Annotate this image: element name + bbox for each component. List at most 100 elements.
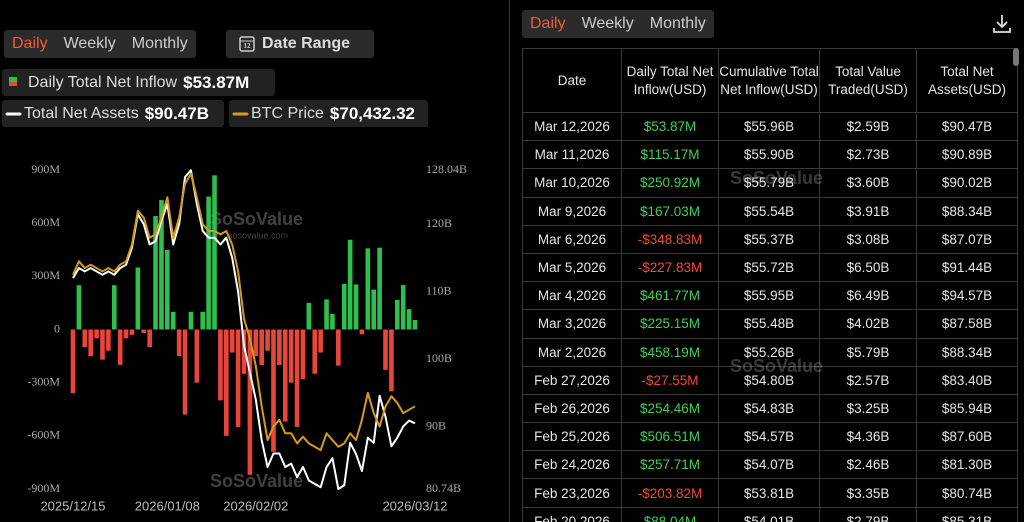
tab[interactable]: Daily bbox=[530, 15, 566, 32]
y2-tick-label: 128.04B bbox=[426, 162, 467, 176]
tab[interactable]: Monthly bbox=[131, 35, 188, 52]
table-row: Feb 26,2026 $254.46M $54.83B $3.25B $85.94B bbox=[522, 393, 1018, 424]
bar bbox=[265, 329, 270, 351]
divider bbox=[509, 0, 510, 522]
table-row: Feb 27,2026 -$27.55M $54.80B $2.57B $83.40B bbox=[522, 365, 1018, 395]
table-cell: $54.57B bbox=[718, 422, 820, 452]
bar bbox=[336, 329, 341, 366]
bar bbox=[300, 329, 306, 380]
table-row: Feb 24,2026 $257.71M $54.07B $2.46B $81.30B bbox=[522, 450, 1018, 480]
table-row: Mar 3,2026 $225.15M $55.48B $4.02B $87.58B bbox=[522, 309, 1018, 339]
bar bbox=[123, 329, 129, 339]
table-cell: $3.25B bbox=[819, 393, 917, 424]
date-range-label[interactable]: Date Range bbox=[262, 35, 351, 52]
table-cell: $55.72B bbox=[718, 252, 820, 283]
bar bbox=[117, 329, 123, 365]
table-cell: $3.91B bbox=[819, 196, 917, 226]
table-cell: Mar 2,2026 bbox=[522, 337, 622, 367]
header-cell: Total Net Assets(USD) bbox=[916, 48, 1018, 113]
table-row: Mar 4,2026 $461.77M $55.95B $6.49B $94.57B bbox=[522, 281, 1018, 311]
table-cell: $85.31B bbox=[916, 506, 1018, 522]
legend-icon bbox=[232, 112, 249, 116]
table-cell: -$27.55M bbox=[621, 365, 719, 395]
table-cell: $2.57B bbox=[819, 365, 917, 395]
bar bbox=[306, 302, 312, 330]
date-range-button[interactable]: 12 Date Range bbox=[226, 30, 374, 58]
table-cell: $254.46M bbox=[621, 393, 719, 424]
bar bbox=[371, 289, 377, 330]
bar bbox=[247, 329, 253, 475]
scrollbar[interactable] bbox=[1013, 48, 1019, 66]
bar bbox=[200, 311, 206, 330]
table-cell: $6.50B bbox=[819, 252, 917, 283]
legend-assets[interactable]: Total Net Assets $90.47B bbox=[2, 100, 224, 127]
header-cell: Daily Total Net Inflow(USD) bbox=[621, 48, 719, 113]
table-cell: Feb 27,2026 bbox=[522, 365, 622, 395]
table-cell: $115.17M bbox=[621, 140, 719, 170]
bar bbox=[412, 319, 418, 330]
tab[interactable]: Weekly bbox=[581, 15, 634, 32]
bar bbox=[141, 329, 147, 334]
bar bbox=[312, 329, 318, 374]
data-table: Date Daily Total Net Inflow(USD) Cumulativ… bbox=[522, 48, 1018, 522]
tab[interactable]: Weekly bbox=[63, 35, 116, 52]
bar bbox=[389, 329, 394, 392]
bar bbox=[176, 329, 182, 357]
table-row: Mar 12,2026 $53.87M $55.96B $2.59B $90.47B bbox=[522, 111, 1018, 142]
table-cell: $90.02B bbox=[916, 168, 1018, 198]
table-row: Feb 20,2026 $88.04M $54.01B $2.79B $85.31B bbox=[522, 506, 1018, 522]
bar bbox=[406, 309, 412, 330]
y2-tick-label: 120B bbox=[426, 216, 452, 230]
legend-btc[interactable]: BTC Price $70,432.32 bbox=[229, 100, 428, 127]
bar bbox=[347, 239, 353, 330]
legend-icon bbox=[5, 112, 22, 116]
bar bbox=[94, 329, 99, 339]
table-cell: $225.15M bbox=[621, 309, 719, 339]
table-cell: $90.47B bbox=[916, 111, 1018, 142]
table-cell: $54.83B bbox=[718, 393, 820, 424]
table-cell: Mar 11,2026 bbox=[522, 140, 622, 170]
table-cell: Feb 20,2026 bbox=[522, 506, 622, 522]
table-cell: -$348.83M bbox=[621, 224, 719, 254]
table-tabs: Daily Weekly Monthly bbox=[522, 10, 714, 38]
y-tick-label: -600M bbox=[27, 428, 60, 442]
table-cell: $458.19M bbox=[621, 337, 719, 367]
table-cell: $250.92M bbox=[621, 168, 719, 198]
table-cell: $55.48B bbox=[718, 309, 820, 339]
y2-tick-label: 80.74B bbox=[426, 481, 461, 495]
watermark: SoSoValue bbox=[210, 209, 303, 229]
bar bbox=[106, 329, 111, 351]
bar bbox=[170, 311, 176, 330]
bar bbox=[147, 329, 152, 348]
tab[interactable]: Monthly bbox=[649, 15, 706, 32]
legend-value: $53.87M bbox=[183, 72, 250, 92]
bar bbox=[212, 175, 217, 330]
table-cell: $87.07B bbox=[916, 224, 1018, 254]
table-header: Date Daily Total Net Inflow(USD) Cumulativ… bbox=[522, 48, 1018, 113]
tab[interactable]: Daily bbox=[12, 35, 48, 52]
table-cell: $54.80B bbox=[718, 365, 820, 395]
table-cell: $54.07B bbox=[718, 450, 820, 480]
bar bbox=[129, 329, 135, 335]
bar bbox=[259, 329, 264, 365]
range-tabs: Daily Weekly Monthly bbox=[4, 30, 196, 58]
legend-inflow[interactable]: Daily Total Net Inflow $53.87M bbox=[2, 69, 275, 96]
download-icon[interactable] bbox=[990, 12, 1014, 36]
table-cell: $55.37B bbox=[718, 224, 820, 254]
y-tick-label: -900M bbox=[27, 481, 60, 495]
table-cell: $87.58B bbox=[916, 309, 1018, 339]
table-row: Mar 11,2026 $115.17M $55.90B $2.73B $90.89B bbox=[522, 140, 1018, 170]
bar bbox=[241, 329, 247, 374]
table-cell: Mar 12,2026 bbox=[522, 111, 622, 142]
table-cell: $87.60B bbox=[916, 422, 1018, 452]
table-cell: Mar 10,2026 bbox=[522, 168, 622, 198]
table-cell: $83.40B bbox=[916, 365, 1018, 395]
table-cell: $88.34B bbox=[916, 337, 1018, 367]
table-cell: $2.73B bbox=[819, 140, 917, 170]
x-tick-label: 2026/02/02 bbox=[223, 498, 288, 513]
y2-tick-label: 90B bbox=[426, 418, 446, 432]
table-cell: $6.49B bbox=[819, 281, 917, 311]
bar bbox=[235, 329, 241, 427]
legend-icon bbox=[9, 77, 17, 86]
bar bbox=[159, 200, 164, 330]
